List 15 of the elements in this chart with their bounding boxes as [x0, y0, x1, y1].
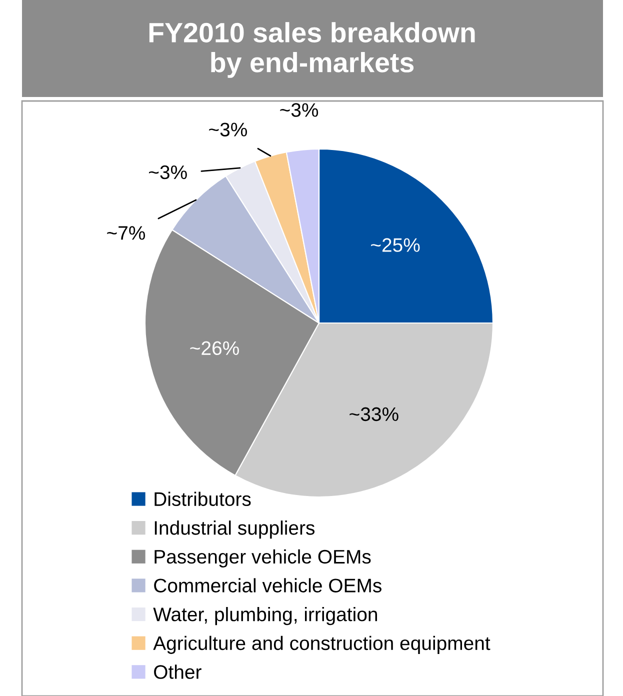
data-label: ~7% — [107, 226, 146, 240]
data-label: ~33% — [350, 407, 398, 422]
data-label: ~26% — [190, 341, 239, 356]
legend-label: Distributors — [154, 492, 251, 506]
data-label: ~3% — [209, 122, 247, 136]
legend-label: Water, plumbing, irrigation — [153, 607, 377, 626]
legend-label: Commercial vehicle OEMs — [154, 578, 382, 592]
legend-label: Industrial suppliers — [154, 520, 315, 539]
data-label: ~3% — [148, 165, 187, 180]
chart-title: FY2010 sales breakdown by end-markets — [149, 22, 475, 78]
data-label: ~3% — [280, 103, 318, 117]
legend-label: Passenger vehicle OEMs — [154, 549, 371, 568]
data-label: ~25% — [371, 238, 420, 252]
legend-label: Agriculture and construction equipment — [153, 636, 490, 654]
legend-label: Other — [154, 664, 202, 679]
